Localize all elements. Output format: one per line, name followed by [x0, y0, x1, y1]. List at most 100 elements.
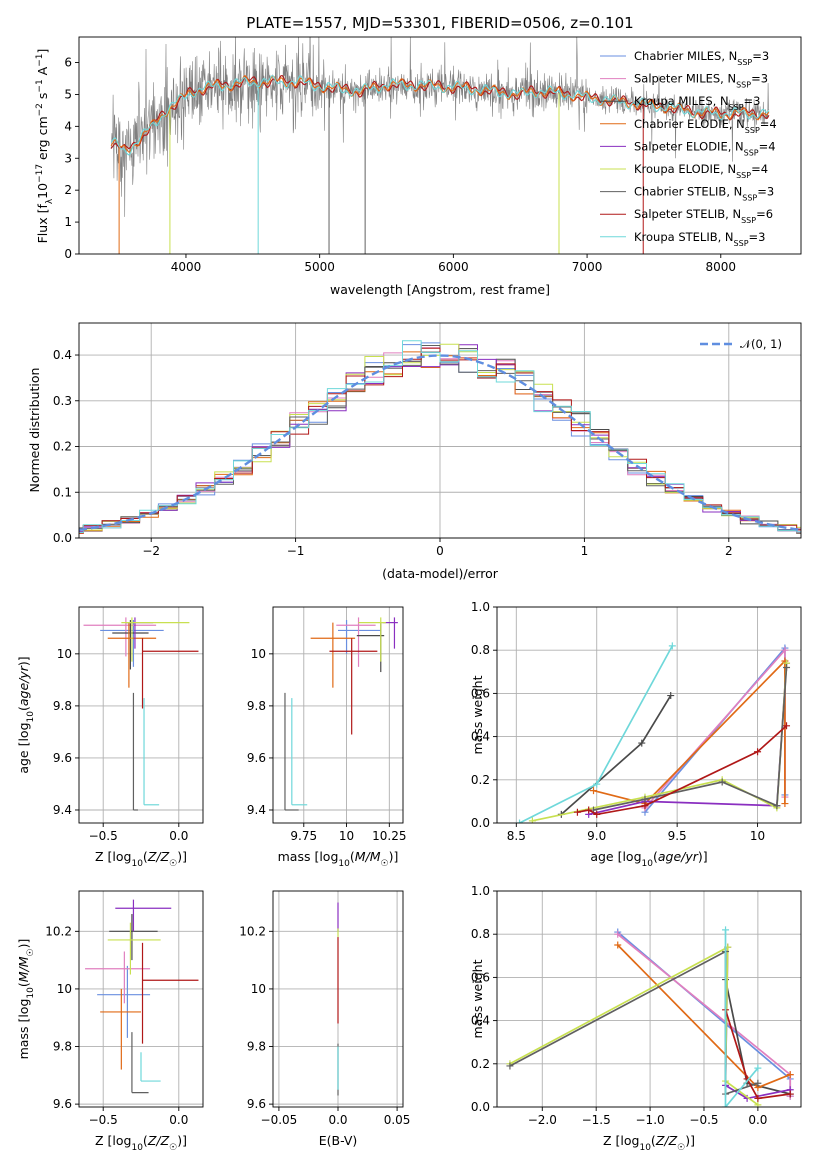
- y-tick-label: 1.0: [471, 884, 490, 898]
- x-axis-label: Z [log10(Z/Z☉)]: [95, 1133, 187, 1153]
- plot-area: [85, 899, 199, 1094]
- y-tick-label: 9.6: [53, 751, 72, 765]
- weight-point: [593, 780, 601, 788]
- legend-entry: Chabrier ELODIE, NSSP=4: [634, 117, 777, 135]
- plot-area: [83, 617, 199, 811]
- plot-area: [79, 340, 801, 534]
- axes-frame: [78, 890, 204, 1108]
- y-tick-label: 10.2: [239, 924, 266, 938]
- y-tick-label: 10: [57, 982, 72, 996]
- y-tick-label: 0.4: [471, 1014, 490, 1028]
- x-tick-label: −0.5: [89, 1113, 118, 1127]
- axes-frame: [272, 606, 404, 824]
- weight-point: [783, 663, 791, 671]
- x-tick-label: 9.5: [668, 829, 687, 843]
- weight-series-line: [588, 663, 788, 816]
- x-axis-label: mass [log10(M/M☉)]: [278, 849, 399, 869]
- y-tick-label: 9.8: [247, 699, 266, 713]
- y-tick-label: 9.6: [247, 751, 266, 765]
- y-tick-label: 9.8: [53, 1040, 72, 1054]
- y-tick-label: 10.2: [45, 924, 72, 938]
- x-axis-label: age [log10(age/yr)]: [590, 849, 707, 869]
- axes-frame: [496, 890, 802, 1108]
- x-tick-label: 0.0: [748, 1113, 767, 1127]
- weight-series-line: [593, 658, 786, 805]
- weight-series-line: [509, 950, 759, 1096]
- x-axis-label: wavelength [Angstrom, rest frame]: [330, 282, 550, 297]
- y-tick-label: 9.8: [247, 1040, 266, 1054]
- weight-point: [722, 1103, 730, 1107]
- y-axis-label: mass [log10(M/M☉)]: [16, 939, 36, 1060]
- legend-entry: Chabrier STELIB, NSSP=3: [634, 185, 774, 203]
- plot-area: [110, 37, 770, 254]
- y-tick-label: 0.0: [53, 531, 72, 545]
- x-axis-label: (data-model)/error: [382, 566, 499, 581]
- x-tick-label: 8.5: [507, 829, 526, 843]
- weight-point: [614, 941, 622, 949]
- x-tick-label: 5000: [304, 260, 335, 274]
- weight-point: [667, 692, 675, 700]
- axes-frame: [496, 606, 802, 824]
- y-tick-label: 9.4: [247, 803, 266, 817]
- x-tick-label: 2: [725, 544, 733, 558]
- x-tick-label: 0.0: [328, 1113, 347, 1127]
- axes-frame: [78, 322, 802, 539]
- legend-entry: Chabrier MILES, NSSP=3: [634, 49, 769, 67]
- weight-point: [668, 642, 676, 650]
- weight-series-line: [509, 945, 759, 1106]
- y-tick-label: 0.2: [471, 773, 490, 787]
- model-line: [110, 75, 770, 149]
- legend-entry: Salpeter STELIB, NSSP=6: [634, 207, 773, 225]
- weight-point: [786, 1071, 794, 1079]
- y-tick-label: 0.0: [471, 1100, 490, 1114]
- legend-entry: Salpeter ELODIE, NSSP=4: [634, 139, 776, 157]
- y-tick-label: 9.4: [53, 803, 72, 817]
- x-tick-label: 6000: [438, 260, 469, 274]
- weight-point: [506, 1062, 514, 1070]
- axes-frame: [78, 36, 802, 255]
- x-tick-label: 0.05: [384, 1113, 411, 1127]
- x-tick-label: 0: [436, 544, 444, 558]
- x-tick-label: 9.75: [290, 829, 317, 843]
- weight-point: [638, 739, 646, 747]
- x-tick-label: −0.5: [89, 829, 118, 843]
- x-tick-label: −2.0: [528, 1113, 557, 1127]
- legend-entry: 𝒩(0, 1): [740, 337, 782, 351]
- axes-frame: [272, 890, 404, 1108]
- y-tick-label: 0: [64, 247, 72, 261]
- legend-entry: Kroupa STELIB, NSSP=3: [634, 230, 765, 248]
- spectrum-panel: 4000 5000 6000 7000 8000 0 1 2 3 4 5 6 wavelength [A…: [35, 36, 802, 297]
- x-tick-label: 8000: [706, 260, 737, 274]
- y-tick-label: 0.2: [471, 1057, 490, 1071]
- extinction-mass-panel: −0.05 0.0 0.05 9.6 9.8 10 10.2 E(B-V): [239, 890, 411, 1148]
- y-tick-label: 5: [64, 87, 72, 101]
- axes-frame: [78, 606, 204, 824]
- legend-entry: Salpeter MILES, NSSP=3: [634, 72, 768, 90]
- weight-point: [722, 926, 730, 934]
- weight-point: [516, 819, 524, 823]
- weight-point: [718, 778, 726, 786]
- y-tick-label: 1: [64, 215, 72, 229]
- x-tick-label: 4000: [171, 260, 202, 274]
- x-tick-label: −1.0: [636, 1113, 665, 1127]
- y-tick-label: 0.8: [471, 643, 490, 657]
- weight-point: [641, 802, 649, 810]
- legend-entry: Kroupa ELODIE, NSSP=4: [634, 162, 768, 180]
- x-axis-label: E(B-V): [319, 1133, 358, 1148]
- weight-point: [781, 646, 789, 654]
- plot-area: [516, 642, 791, 823]
- y-tick-label: 2: [64, 183, 72, 197]
- weight-point: [783, 722, 791, 730]
- y-tick-label: 3: [64, 151, 72, 165]
- y-tick-label: 0.8: [471, 927, 490, 941]
- y-tick-label: 10: [251, 982, 266, 996]
- x-axis-label: Z [log10(Z/Z☉)]: [603, 1133, 695, 1153]
- y-tick-label: 9.6: [53, 1097, 72, 1111]
- x-tick-label: −0.5: [689, 1113, 718, 1127]
- y-tick-label: 0.2: [53, 440, 72, 454]
- x-tick-label: 7000: [572, 260, 603, 274]
- x-tick-label: −0.05: [261, 1113, 298, 1127]
- y-tick-label: 10: [251, 647, 266, 661]
- x-tick-label: 10.25: [372, 829, 406, 843]
